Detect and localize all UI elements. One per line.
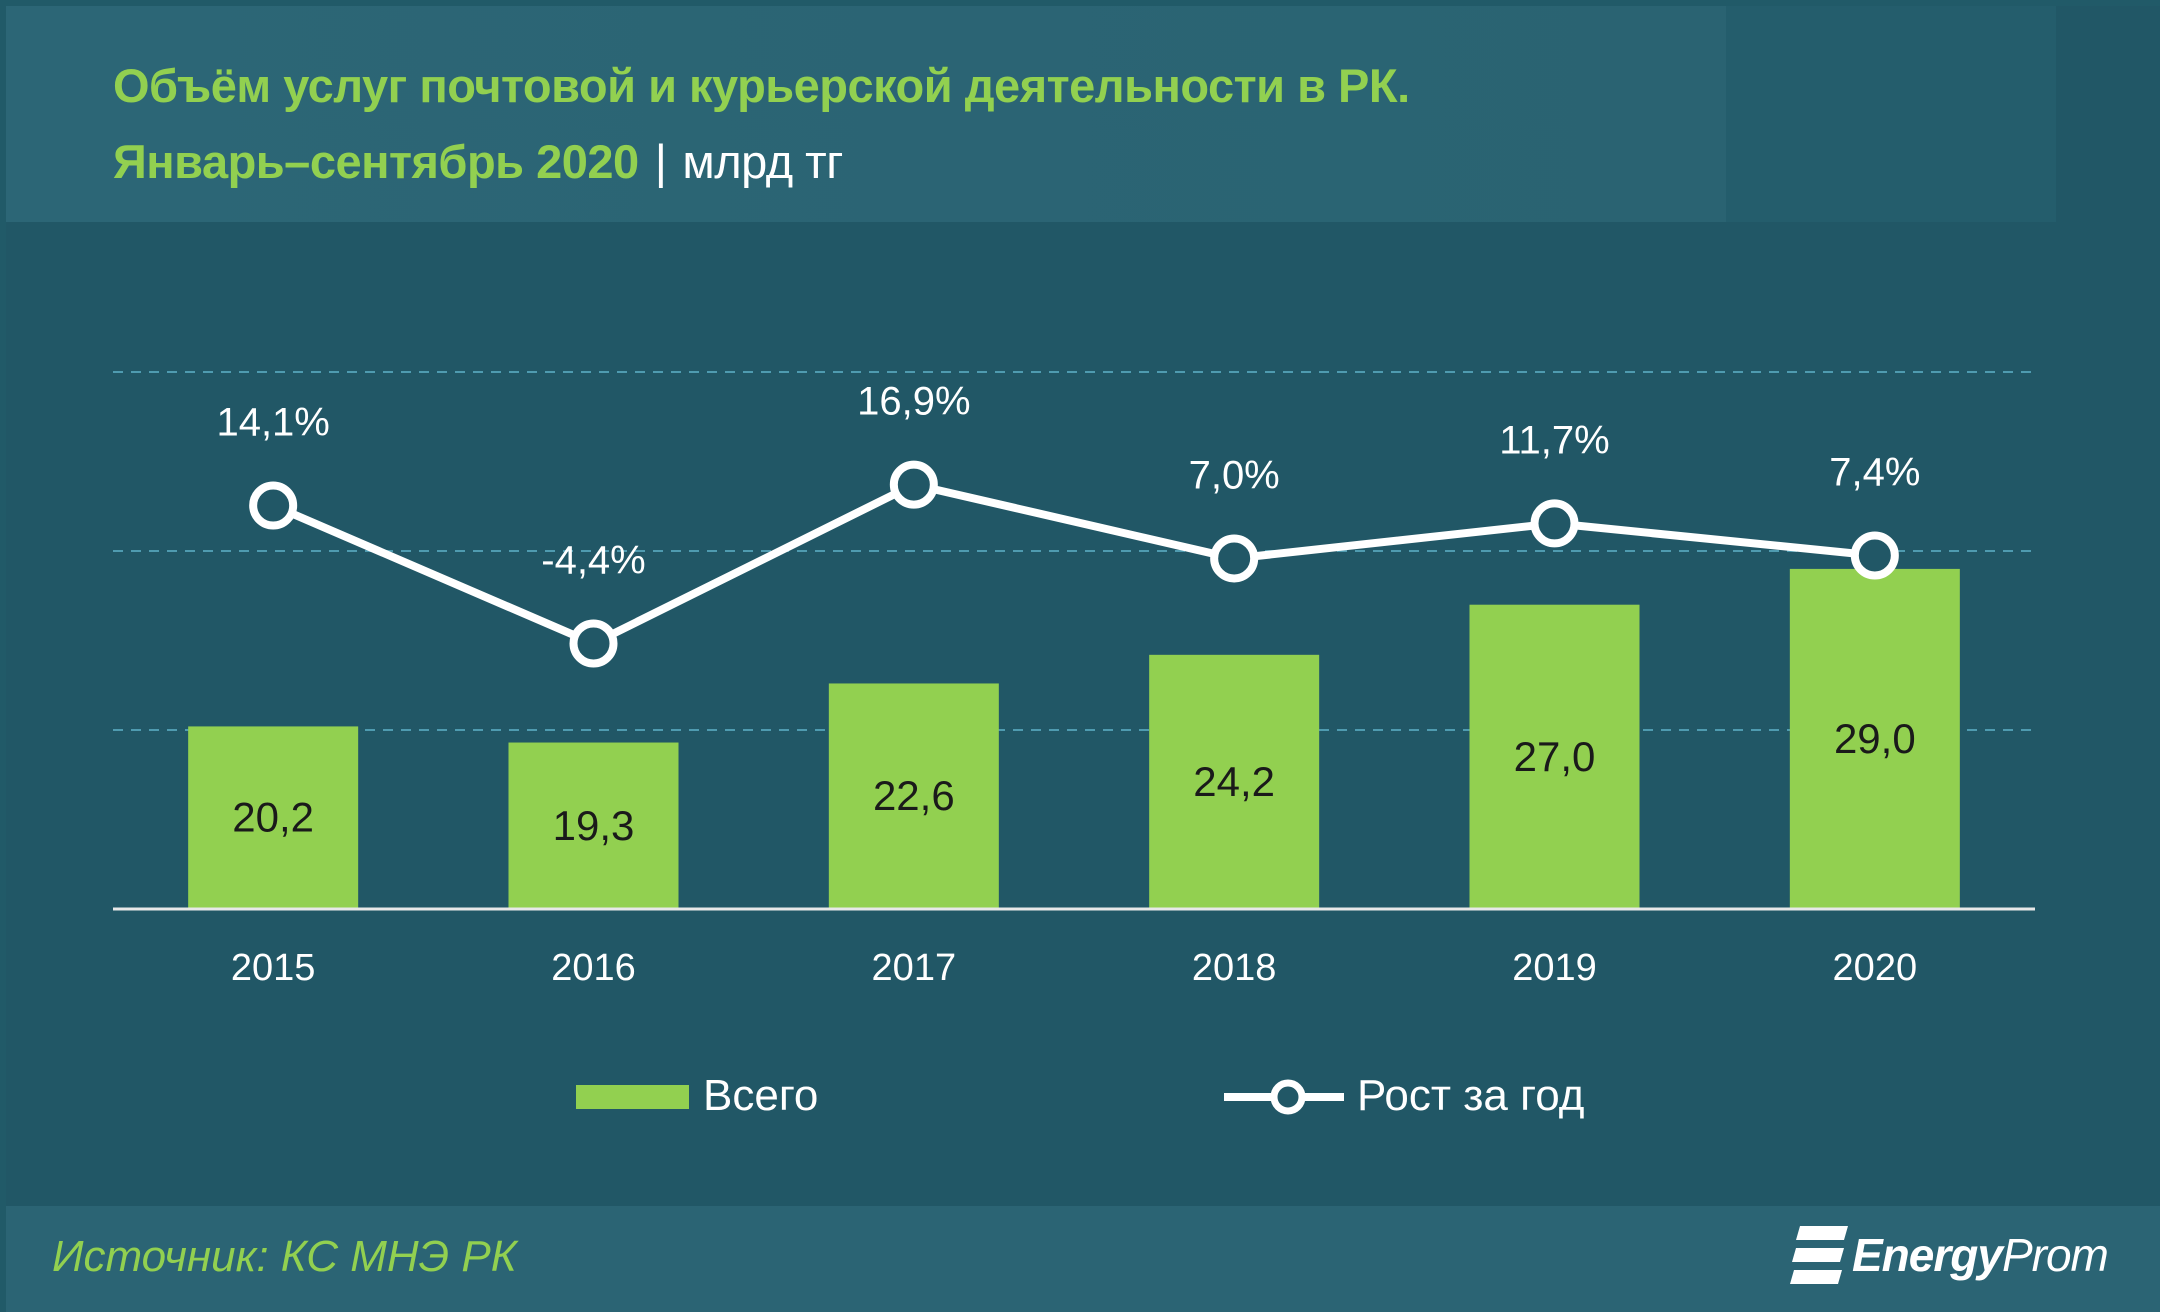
logo-icon xyxy=(1790,1226,1848,1284)
x-tick-label: 2015 xyxy=(231,947,316,989)
growth-value-label: 7,4% xyxy=(1829,450,1920,494)
bar-2018 xyxy=(1149,654,1320,909)
bar-2016 xyxy=(508,742,679,909)
bar-value-label: 22,6 xyxy=(873,772,955,819)
growth-value-label: 7,0% xyxy=(1189,453,1280,497)
x-tick-label: 2019 xyxy=(1512,947,1597,989)
energyprom-logo: EnergyProm xyxy=(1790,1222,2109,1288)
source-note: Источник: КС МНЭ РК xyxy=(52,1232,517,1281)
legend-bar-label: Всего xyxy=(703,1071,818,1120)
growth-marker-2015 xyxy=(249,481,298,530)
growth-line xyxy=(271,480,1876,648)
logo-text-regular: Prom xyxy=(2001,1229,2109,1281)
bar-2019 xyxy=(1469,604,1640,909)
x-tick-label: 2018 xyxy=(1192,947,1277,989)
bar-2017 xyxy=(828,683,999,909)
chart-title: Объём услуг почтовой и курьерской деятел… xyxy=(113,59,1410,112)
growth-marker-2018 xyxy=(1210,534,1259,583)
bar-value-label: 29,0 xyxy=(1834,715,1916,762)
growth-marker-2016 xyxy=(569,619,618,668)
title-band-edge xyxy=(1726,6,2056,222)
unit-separator: | xyxy=(654,135,667,188)
growth-marker-2017 xyxy=(889,460,938,509)
growth-value-label: -4,4% xyxy=(541,538,646,582)
legend-line-marker xyxy=(1270,1079,1306,1115)
bar-value-label: 24,2 xyxy=(1193,758,1275,805)
bar-value-label: 27,0 xyxy=(1514,733,1596,780)
subtitle-period: Январь–сентябрь 2020 xyxy=(113,135,639,188)
logo-text-bold: Energy xyxy=(1852,1229,2003,1281)
logo-text: EnergyProm xyxy=(1852,1228,2109,1282)
growth-value-label: 16,9% xyxy=(857,380,970,424)
chart-subtitle: Январь–сентябрь 2020 | млрд тг xyxy=(113,134,843,189)
growth-value-label: 11,7% xyxy=(1499,418,1609,462)
bar-value-label: 20,2 xyxy=(232,794,314,841)
bar-2015 xyxy=(188,726,359,909)
legend-bar-swatch xyxy=(576,1085,689,1109)
growth-marker-2019 xyxy=(1530,499,1579,548)
x-tick-label: 2017 xyxy=(872,947,957,989)
unit-label: млрд тг xyxy=(682,135,843,188)
legend-line-label: Рост за год xyxy=(1357,1071,1584,1120)
x-tick-label: 2020 xyxy=(1833,947,1918,989)
title-band xyxy=(6,6,1726,222)
bar-2020 xyxy=(1789,568,1960,909)
bar-value-label: 19,3 xyxy=(553,802,635,849)
growth-marker-2020 xyxy=(1850,531,1899,580)
x-tick-label: 2016 xyxy=(551,947,636,989)
growth-value-label: 14,1% xyxy=(216,401,329,445)
